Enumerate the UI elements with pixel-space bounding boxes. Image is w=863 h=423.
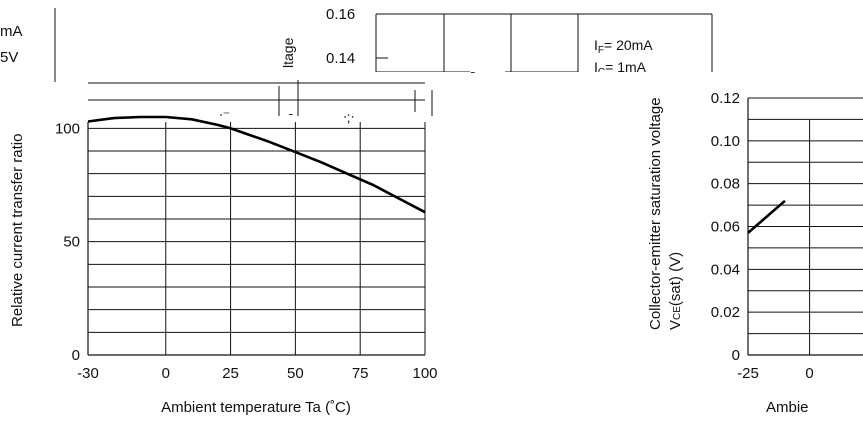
right-y-axis-symbol: VCE(sat) (V) [667,252,684,330]
left-x-tick-label: -30 [77,365,99,382]
right-x-tick-label: -25 [737,365,759,382]
behind-chart: 0.16 0.14 IF= 20mA IC= 1mA ltage [280,6,713,78]
right-y-tick-label: 0.10 [711,133,740,150]
left-x-tick-label: 75 [352,365,369,382]
left-x-tick-label: 100 [412,365,437,382]
right-y-tick-label: 0.02 [711,304,740,321]
right-y-tick-label: 0.04 [711,261,740,278]
left-y-axis-label: Relative current transfer ratio [9,134,26,327]
rotated-fragment: ltage [280,37,296,68]
right-series-line [747,199,786,234]
cond-if: IF= 20mA [594,37,653,56]
left-y-tick-label: 0 [72,347,80,364]
left-grid [87,122,426,356]
svg-text:ᐧ⁻: ᐧ⁻ [219,107,230,123]
left-legend-line2: 5V [0,49,18,66]
left-legend-box: mA 5V [0,8,56,82]
right-series-group [747,199,786,234]
occlusion-band [88,72,708,122]
left-y-tick-label: 50 [63,234,80,251]
left-x-ticks: -30 0 25 50 75 100 [77,365,437,382]
right-y-tick-label: 0.12 [711,90,740,107]
svg-text:ᐧ;ᐧ: ᐧ;ᐧ [343,109,354,125]
right-y-tick-label: 0.06 [711,219,740,236]
left-x-tick-label: 0 [162,365,170,382]
right-y-ticks: 0 0.02 0.04 0.06 0.08 0.10 0.12 [711,90,740,364]
left-x-tick-label: 25 [222,365,239,382]
right-grid [747,97,863,356]
right-x-axis-label: Ambie [766,399,809,416]
right-x-ticks: -25 0 [737,365,814,382]
left-top-fragments: ᐧ⁻ ᐨ ᐧ;ᐧ ᐨ [88,67,475,160]
right-y-axis-label: Collector-emitter saturation voltage [647,97,664,330]
svg-text:ᐨ: ᐨ [470,67,475,83]
left-series-line [87,115,426,214]
left-y-ticks: 0 50 100 [55,120,80,364]
svg-text:ᐨ: ᐨ [288,109,293,125]
left-x-tick-label: 50 [287,365,304,382]
behind-ytick-014: 0.14 [326,50,355,67]
right-x-tick-label: 0 [805,365,813,382]
left-x-axis-label: Ambient temperature Ta (˚C) [161,399,351,416]
left-series-group [87,115,426,214]
right-y-tick-label: 0.08 [711,176,740,193]
left-y-tick-label: 100 [55,120,80,137]
chart-right: -25 0 00.020.040.060.080.100.12 Ambie Col… [647,90,863,416]
behind-ytick-016: 0.16 [326,6,355,23]
right-y-tick-label: 0 [732,347,740,364]
left-legend-line1: mA [0,23,23,40]
